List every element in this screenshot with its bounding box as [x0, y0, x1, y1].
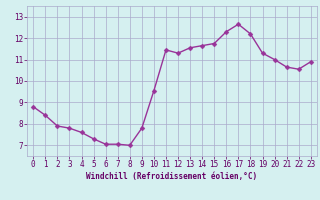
X-axis label: Windchill (Refroidissement éolien,°C): Windchill (Refroidissement éolien,°C) — [86, 172, 258, 181]
